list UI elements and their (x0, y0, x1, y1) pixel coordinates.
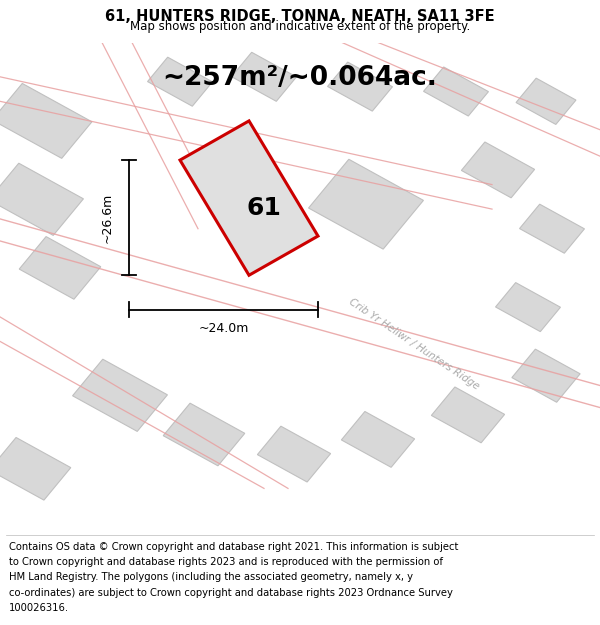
Text: co-ordinates) are subject to Crown copyright and database rights 2023 Ordnance S: co-ordinates) are subject to Crown copyr… (9, 588, 453, 598)
Text: Contains OS data © Crown copyright and database right 2021. This information is : Contains OS data © Crown copyright and d… (9, 542, 458, 552)
Polygon shape (0, 163, 83, 236)
Polygon shape (520, 204, 584, 253)
Polygon shape (512, 349, 580, 403)
Polygon shape (461, 142, 535, 198)
Polygon shape (19, 237, 101, 299)
Polygon shape (257, 426, 331, 482)
Text: 61, HUNTERS RIDGE, TONNA, NEATH, SA11 3FE: 61, HUNTERS RIDGE, TONNA, NEATH, SA11 3F… (105, 9, 495, 24)
Text: ~24.0m: ~24.0m (199, 322, 248, 335)
Text: ~26.6m: ~26.6m (101, 192, 114, 242)
Polygon shape (516, 78, 576, 124)
Polygon shape (148, 57, 212, 106)
Polygon shape (163, 403, 245, 466)
Text: Map shows position and indicative extent of the property.: Map shows position and indicative extent… (130, 20, 470, 33)
Polygon shape (0, 438, 71, 500)
Text: Crib Yr Heliwr / Hunters Ridge: Crib Yr Heliwr / Hunters Ridge (347, 296, 481, 391)
Polygon shape (341, 411, 415, 468)
Polygon shape (424, 67, 488, 116)
Text: to Crown copyright and database rights 2023 and is reproduced with the permissio: to Crown copyright and database rights 2… (9, 557, 443, 567)
Text: 100026316.: 100026316. (9, 602, 69, 612)
Text: 61: 61 (247, 196, 281, 220)
Polygon shape (496, 282, 560, 332)
Polygon shape (0, 84, 92, 158)
Polygon shape (232, 52, 296, 101)
Polygon shape (73, 359, 167, 431)
Polygon shape (328, 62, 392, 111)
Polygon shape (431, 387, 505, 443)
Text: ~257m²/~0.064ac.: ~257m²/~0.064ac. (163, 64, 437, 91)
Polygon shape (308, 159, 424, 249)
Text: HM Land Registry. The polygons (including the associated geometry, namely x, y: HM Land Registry. The polygons (includin… (9, 572, 413, 582)
Polygon shape (180, 121, 318, 275)
